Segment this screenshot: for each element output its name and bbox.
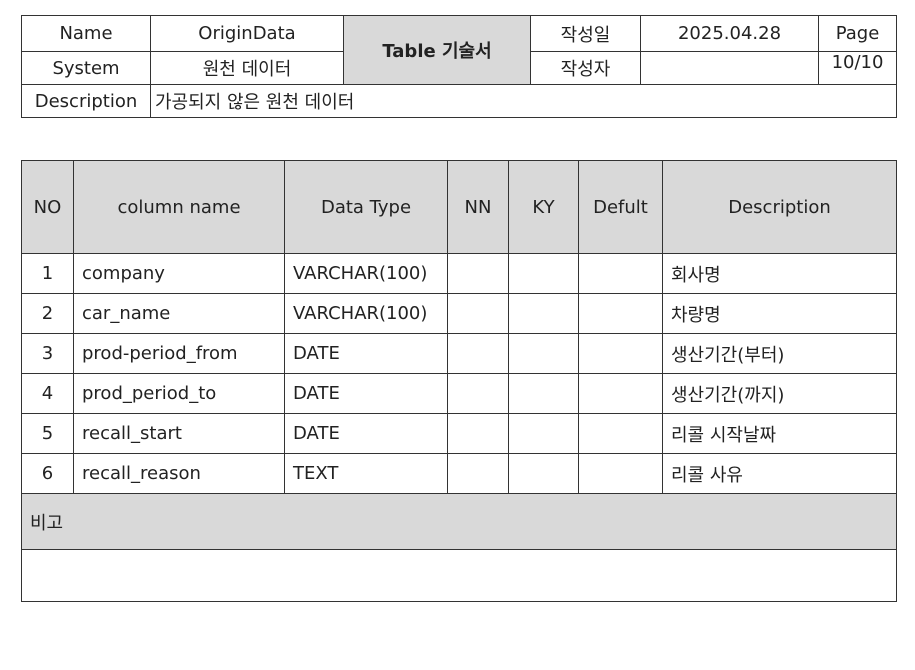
table-row: 3 prod-period_from DATE 생산기간(부터) [21,333,897,374]
author-label: 작성자 [530,51,641,85]
row-data-type: VARCHAR(100) [284,253,448,294]
page-label: Page [818,15,897,52]
table-row: 6 recall_reason TEXT 리콜 사유 [21,453,897,494]
table-row: 1 company VARCHAR(100) 회사명 [21,253,897,294]
note-value [21,549,897,602]
row-nn [447,453,509,494]
row-nn [447,253,509,294]
column-header-row: NO column name Data Type NN KY Defult De… [21,160,897,254]
column-spec-table: NO column name Data Type NN KY Defult De… [21,160,897,602]
note-content-row [21,549,897,602]
table-row: 2 car_name VARCHAR(100) 차량명 [21,293,897,334]
row-data-type: DATE [284,413,448,454]
row-default [578,453,663,494]
row-nn [447,333,509,374]
row-description: 생산기간(부터) [662,333,897,374]
name-value: OriginData [150,15,344,52]
row-nn [447,293,509,334]
row-description: 생산기간(까지) [662,373,897,414]
row-ky [508,453,579,494]
row-description: 차량명 [662,293,897,334]
row-column-name: recall_reason [73,453,285,494]
row-ky [508,293,579,334]
row-ky [508,413,579,454]
system-label: System [21,51,151,85]
table-row: 5 recall_start DATE 리콜 시작날짜 [21,413,897,454]
row-data-type: TEXT [284,453,448,494]
row-no: 4 [21,373,74,414]
header-no: NO [21,160,74,254]
table-row: 4 prod_period_to DATE 생산기간(까지) [21,373,897,414]
row-description: 리콜 시작날짜 [662,413,897,454]
date-value: 2025.04.28 [640,15,819,52]
row-nn [447,373,509,414]
header-nn: NN [447,160,509,254]
row-column-name: prod-period_from [73,333,285,374]
header-column-name: column name [73,160,285,254]
row-default [578,293,663,334]
row-data-type: DATE [284,333,448,374]
system-value: 원천 데이터 [150,51,344,85]
header-description: Description [662,160,897,254]
row-ky [508,253,579,294]
page-value: 10/10 [818,51,897,85]
row-no: 3 [21,333,74,374]
header-ky: KY [508,160,579,254]
header-data-type: Data Type [284,160,448,254]
note-label: 비고 [21,493,897,550]
row-nn [447,413,509,454]
row-ky [508,373,579,414]
row-default [578,333,663,374]
header-table: Name OriginData Table 기술서 작성일 2025.04.28… [21,15,897,118]
description-value: 가공되지 않은 원천 데이터 [150,84,897,118]
row-column-name: car_name [73,293,285,334]
row-default [578,373,663,414]
row-data-type: VARCHAR(100) [284,293,448,334]
row-column-name: company [73,253,285,294]
row-description: 리콜 사유 [662,453,897,494]
header-default: Defult [578,160,663,254]
row-no: 2 [21,293,74,334]
row-no: 6 [21,453,74,494]
row-column-name: recall_start [73,413,285,454]
row-default [578,413,663,454]
date-label: 작성일 [530,15,641,52]
row-column-name: prod_period_to [73,373,285,414]
description-label: Description [21,84,151,118]
row-data-type: DATE [284,373,448,414]
document-title: Table 기술서 [343,15,531,85]
row-no: 1 [21,253,74,294]
row-description: 회사명 [662,253,897,294]
note-row: 비고 [21,493,897,550]
row-ky [508,333,579,374]
author-value [640,51,819,85]
row-default [578,253,663,294]
row-no: 5 [21,413,74,454]
name-label: Name [21,15,151,52]
